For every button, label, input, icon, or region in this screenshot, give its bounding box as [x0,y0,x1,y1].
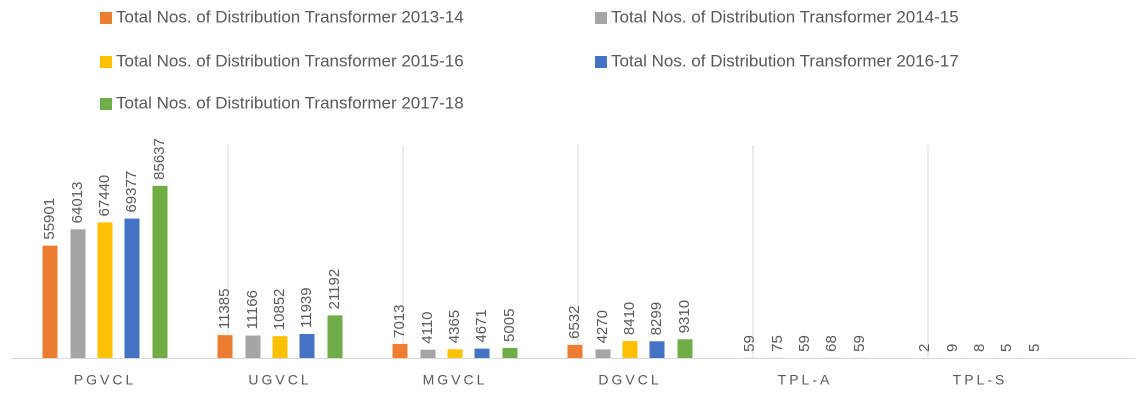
bar [42,245,58,358]
data-label: 9 [944,344,961,352]
data-label: 59 [741,335,758,352]
data-label: 55901 [41,198,58,240]
data-label: 4671 [473,309,490,342]
x-tick-label: MGVCL [423,372,488,388]
bar [502,347,518,358]
data-label: 67440 [96,175,113,217]
bar [649,341,665,358]
x-tick-label: UGVCL [248,372,311,388]
bar [595,349,611,358]
data-label: 75 [769,335,786,352]
data-label: 64013 [69,182,86,224]
data-label: 5 [998,344,1015,352]
legend-label: Total Nos. of Distribution Transformer 2… [116,93,464,112]
bar [420,349,436,358]
bar [622,341,638,358]
legend-label: Total Nos. of Distribution Transformer 2… [116,7,464,26]
bar [567,344,583,358]
legend-swatch [595,56,607,68]
data-label: 59 [796,335,813,352]
bar [245,335,261,358]
data-label: 21192 [326,269,343,310]
data-label: 11166 [244,290,261,330]
bar [392,343,408,358]
data-label: 8 [971,344,988,352]
legend-swatch [100,56,112,68]
legend-swatch [100,98,112,110]
bar [70,229,86,358]
data-label: 8410 [621,302,638,335]
legend-swatch [100,12,112,24]
data-label: 4110 [419,311,436,343]
bar [299,334,315,358]
bar [677,339,693,358]
x-tick-label: TPL-A [778,372,833,388]
data-label: 6532 [566,305,583,338]
x-tick-label: DGVCL [598,372,661,388]
bar [272,336,288,358]
bar [97,222,113,358]
data-label: 11385 [216,289,233,330]
data-label: 9310 [676,300,693,333]
data-label: 5 [1026,344,1043,352]
legend-label: Total Nos. of Distribution Transformer 2… [611,7,959,26]
bar [152,185,168,358]
data-label: 11939 [298,287,315,328]
data-label: 69377 [123,171,140,213]
x-tick-label: PGVCL [74,372,136,388]
x-tick-label: TPL-S [953,372,1008,388]
bar [474,348,490,358]
legend-label: Total Nos. of Distribution Transformer 2… [611,51,959,70]
data-label: 85637 [151,138,168,180]
data-label: 59 [851,335,868,352]
legend-label: Total Nos. of Distribution Transformer 2… [116,51,464,70]
data-label: 2 [916,344,933,352]
legend-swatch [595,12,607,24]
bar [124,218,140,358]
data-label: 4365 [446,310,463,343]
bar [327,315,343,358]
data-label: 8299 [648,302,665,335]
data-label: 5005 [501,309,518,342]
data-label: 4270 [594,310,611,343]
data-label: 68 [823,335,840,352]
bar [447,349,463,358]
data-label: 7013 [391,305,408,338]
bar [217,335,233,358]
data-label: 10852 [271,288,288,330]
